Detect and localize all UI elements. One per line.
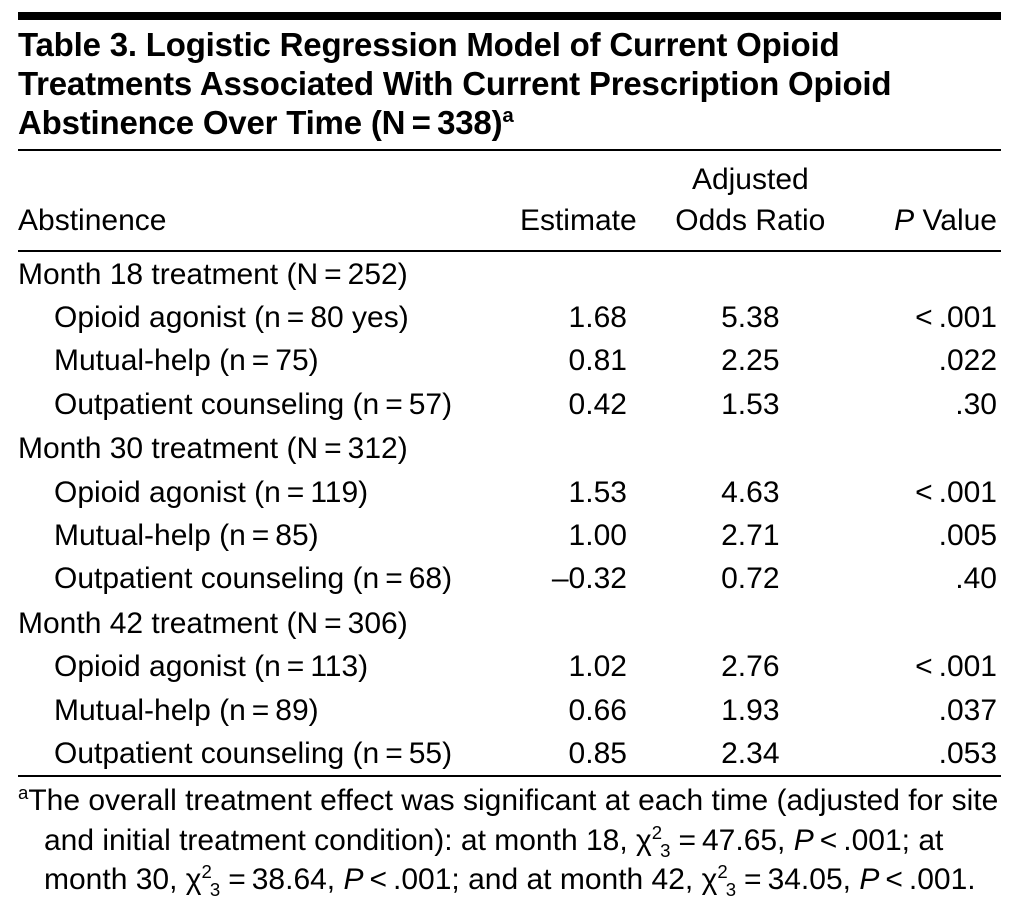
regression-table: Table 3. Logistic Regression Model of Cu…: [18, 12, 1001, 900]
row-label: Mutual-help (n = 89): [18, 689, 500, 732]
data-table: Abstinence Estimate Adjusted Odds Ratio …: [18, 151, 1001, 775]
footnote-sup: a: [18, 782, 28, 803]
cell-odds-ratio: 4.63: [657, 471, 844, 514]
table-row: Outpatient counseling (n = 55)0.852.34.0…: [18, 732, 1001, 775]
table-body: Month 18 treatment (N = 252)Opioid agoni…: [18, 251, 1001, 776]
col-header-abstinence: Abstinence: [18, 151, 500, 251]
group-row: Month 42 treatment (N = 306): [18, 601, 1001, 645]
seg3-p-ital: P: [859, 863, 879, 896]
table-row: Mutual-help (n = 89)0.661.93.037: [18, 689, 1001, 732]
seg3-p-rest: < .001.: [879, 863, 975, 896]
cell-estimate: 0.85: [500, 732, 657, 775]
cell-estimate: 0.42: [500, 383, 657, 426]
cell-p-value: .022: [844, 339, 1001, 382]
cell-estimate: 1.53: [500, 471, 657, 514]
cell-p-value: < .001: [844, 645, 1001, 688]
table-title-text: Table 3. Logistic Regression Model of Cu…: [18, 26, 891, 141]
chi-square-2: χ23: [186, 863, 222, 896]
cell-p-value: < .001: [844, 471, 1001, 514]
row-label: Mutual-help (n = 75): [18, 339, 500, 382]
cell-estimate: 1.02: [500, 645, 657, 688]
table-row: Outpatient counseling (n = 68)–0.320.72.…: [18, 557, 1001, 600]
table-row: Mutual-help (n = 85)1.002.71.005: [18, 514, 1001, 557]
odds-ratio-line1: Adjusted: [692, 163, 809, 196]
cell-estimate: 0.81: [500, 339, 657, 382]
cell-p-value: .30: [844, 383, 1001, 426]
table-header: Abstinence Estimate Adjusted Odds Ratio …: [18, 151, 1001, 251]
pvalue-suffix: Value: [914, 204, 997, 237]
col-header-odds-ratio: Adjusted Odds Ratio: [657, 151, 844, 251]
cell-odds-ratio: 5.38: [657, 296, 844, 339]
cell-odds-ratio: 0.72: [657, 557, 844, 600]
seg2-p-ital: P: [343, 863, 363, 896]
cell-odds-ratio: 2.76: [657, 645, 844, 688]
cell-estimate: –0.32: [500, 557, 657, 600]
seg3-val: = 34.05,: [738, 863, 859, 896]
chi-square-3: χ23: [702, 863, 738, 896]
cell-p-value: < .001: [844, 296, 1001, 339]
row-label: Outpatient counseling (n = 55): [18, 732, 500, 775]
cell-p-value: .40: [844, 557, 1001, 600]
odds-ratio-line2: Odds Ratio: [675, 204, 825, 237]
table-row: Mutual-help (n = 75)0.812.25.022: [18, 339, 1001, 382]
cell-p-value: .053: [844, 732, 1001, 775]
row-label: Outpatient counseling (n = 68): [18, 557, 500, 600]
cell-odds-ratio: 2.71: [657, 514, 844, 557]
row-label: Outpatient counseling (n = 57): [18, 383, 500, 426]
col-header-estimate: Estimate: [500, 151, 657, 251]
group-row: Month 18 treatment (N = 252): [18, 251, 1001, 296]
col-header-pvalue: P Value: [844, 151, 1001, 251]
table-row: Opioid agonist (n = 113)1.022.76< .001: [18, 645, 1001, 688]
table-row: Opioid agonist (n = 119)1.534.63< .001: [18, 471, 1001, 514]
cell-odds-ratio: 2.25: [657, 339, 844, 382]
seg2-p-rest: < .001; and at month 42,: [364, 863, 702, 896]
group-label: Month 18 treatment (N = 252): [18, 251, 1001, 296]
row-label: Opioid agonist (n = 113): [18, 645, 500, 688]
table-footnote: aThe overall treatment effect was signif…: [18, 777, 1001, 900]
pvalue-prefix: P: [894, 204, 914, 237]
top-rule: [18, 12, 1001, 20]
cell-p-value: .037: [844, 689, 1001, 732]
cell-odds-ratio: 2.34: [657, 732, 844, 775]
row-label: Opioid agonist (n = 80 yes): [18, 296, 500, 339]
cell-odds-ratio: 1.53: [657, 383, 844, 426]
table-row: Outpatient counseling (n = 57)0.421.53.3…: [18, 383, 1001, 426]
cell-estimate: 1.68: [500, 296, 657, 339]
row-label: Opioid agonist (n = 119): [18, 471, 500, 514]
table-title: Table 3. Logistic Regression Model of Cu…: [18, 20, 1001, 149]
cell-estimate: 0.66: [500, 689, 657, 732]
table-row: Opioid agonist (n = 80 yes)1.685.38< .00…: [18, 296, 1001, 339]
group-label: Month 30 treatment (N = 312): [18, 426, 1001, 470]
row-label: Mutual-help (n = 85): [18, 514, 500, 557]
group-row: Month 30 treatment (N = 312): [18, 426, 1001, 470]
cell-estimate: 1.00: [500, 514, 657, 557]
table-title-sup: a: [502, 104, 513, 127]
cell-p-value: .005: [844, 514, 1001, 557]
seg2-val: = 38.64,: [222, 863, 343, 896]
cell-odds-ratio: 1.93: [657, 689, 844, 732]
group-label: Month 42 treatment (N = 306): [18, 601, 1001, 645]
